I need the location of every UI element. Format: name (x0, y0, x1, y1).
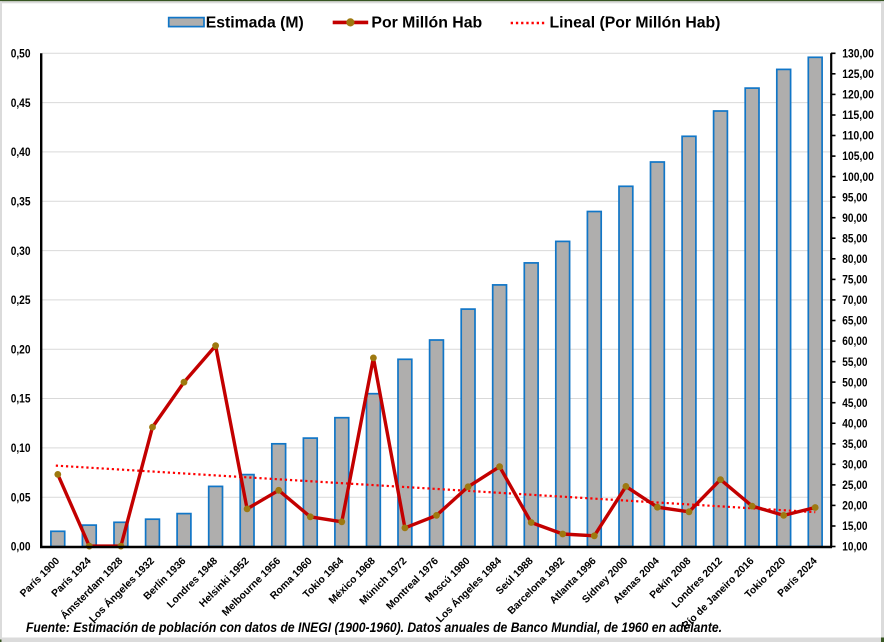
svg-text:55,00: 55,00 (842, 357, 867, 369)
svg-text:45,00: 45,00 (842, 398, 867, 410)
svg-text:100,00: 100,00 (842, 172, 874, 184)
svg-text:Por Millón Hab: Por Millón Hab (371, 15, 482, 32)
svg-text:0,10: 0,10 (11, 443, 31, 455)
svg-text:125,00: 125,00 (842, 69, 874, 81)
svg-text:0,30: 0,30 (11, 246, 31, 258)
svg-text:0,00: 0,00 (11, 542, 31, 554)
svg-text:0,45: 0,45 (11, 98, 31, 110)
svg-text:0,25: 0,25 (11, 295, 31, 307)
svg-text:15,00: 15,00 (842, 521, 867, 533)
svg-text:65,00: 65,00 (842, 316, 867, 328)
svg-text:10,00: 10,00 (842, 542, 867, 554)
svg-text:90,00: 90,00 (842, 213, 867, 225)
svg-text:0,05: 0,05 (11, 492, 31, 504)
svg-text:0,50: 0,50 (11, 49, 31, 61)
svg-text:Lineal (Por Millón Hab): Lineal (Por Millón Hab) (550, 15, 721, 32)
svg-text:85,00: 85,00 (842, 233, 867, 245)
svg-text:25,00: 25,00 (842, 480, 867, 492)
svg-text:40,00: 40,00 (842, 418, 867, 430)
svg-text:80,00: 80,00 (842, 254, 867, 266)
svg-text:0,40: 0,40 (11, 147, 31, 159)
svg-text:Estimada (M): Estimada (M) (206, 15, 304, 32)
svg-text:75,00: 75,00 (842, 275, 867, 287)
svg-text:0,35: 0,35 (11, 197, 31, 209)
svg-text:110,00: 110,00 (842, 131, 874, 143)
svg-text:0,15: 0,15 (11, 394, 31, 406)
svg-text:Fuente: Estimación de població: Fuente: Estimación de población con dato… (26, 619, 722, 635)
svg-text:30,00: 30,00 (842, 460, 867, 472)
svg-text:105,00: 105,00 (842, 151, 874, 163)
svg-text:130,00: 130,00 (842, 49, 874, 61)
svg-text:35,00: 35,00 (842, 439, 867, 451)
svg-text:70,00: 70,00 (842, 295, 867, 307)
svg-text:0,20: 0,20 (11, 344, 31, 356)
svg-text:20,00: 20,00 (842, 501, 867, 513)
svg-text:50,00: 50,00 (842, 377, 867, 389)
svg-text:95,00: 95,00 (842, 192, 867, 204)
svg-text:115,00: 115,00 (842, 110, 874, 122)
svg-text:120,00: 120,00 (842, 90, 874, 102)
svg-text:60,00: 60,00 (842, 336, 867, 348)
